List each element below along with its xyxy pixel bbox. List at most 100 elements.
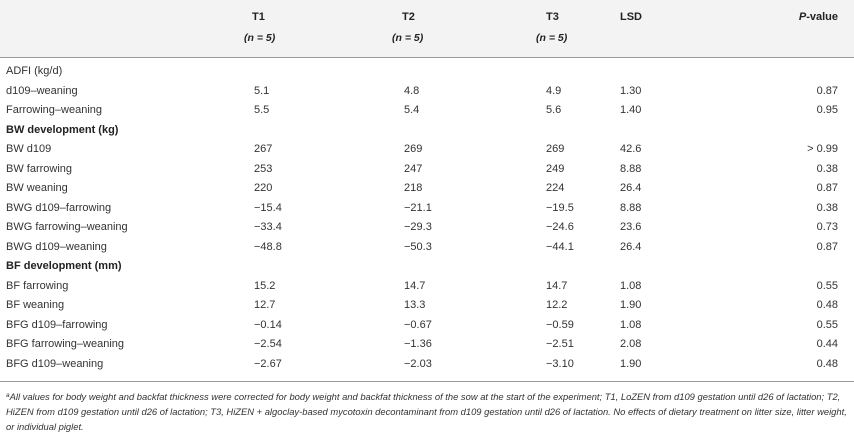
table-row: BW d109 267 269 269 42.6 > 0.99 [0, 140, 854, 160]
cell-lsd: 1.90 [620, 357, 642, 370]
cell-t1: −2.67 [254, 357, 282, 370]
cell-lsd: 1.08 [620, 279, 642, 292]
cell-p: 0.55 [816, 279, 838, 292]
cell-p: > 0.99 [807, 143, 838, 155]
header-n-t1: (n = 5) [244, 32, 276, 44]
results-table: T1 T2 T3 LSD P-value (n = 5) (n = 5) (n … [0, 0, 854, 370]
cell-t1: 5.1 [254, 84, 270, 97]
cell-lsd: 1.40 [620, 104, 642, 116]
section-row: BW development (kg) [0, 121, 854, 141]
cell-t3: 14.7 [546, 279, 568, 292]
header-p-italic: P [798, 11, 807, 23]
cell-lsd: 26.4 [620, 240, 642, 253]
row-label: ADFI (kg/d) [6, 65, 63, 77]
header-t3: T3 [546, 11, 559, 23]
cell-p: 0.38 [816, 201, 838, 214]
row-label: d109–weaning [6, 84, 78, 97]
cell-t3: 224 [546, 182, 565, 194]
cell-lsd: 2.08 [620, 338, 642, 350]
cell-t2: −29.3 [404, 221, 432, 233]
cell-t3: −2.51 [546, 338, 574, 350]
row-label: BWG d109–farrowing [6, 201, 112, 214]
table-row: BF weaning 12.7 13.3 12.2 1.90 0.48 [0, 296, 854, 316]
table-row: ADFI (kg/d) [0, 62, 854, 82]
header-n-row: (n = 5) (n = 5) (n = 5) [0, 30, 854, 50]
cell-lsd: 8.88 [620, 162, 642, 175]
cell-lsd: 26.4 [620, 182, 642, 194]
row-label: BW farrowing [6, 162, 73, 175]
cell-t3: −3.10 [546, 357, 574, 370]
cell-lsd: 1.08 [620, 318, 642, 331]
row-label: Farrowing–weaning [6, 104, 102, 116]
table-row: BFG d109–farrowing −0.14 −0.67 −0.59 1.0… [0, 316, 854, 336]
footnote-text: All values for body weight and backfat t… [6, 391, 847, 432]
cell-p: 0.87 [816, 240, 838, 253]
cell-t2: −0.67 [404, 318, 432, 331]
row-label: BF weaning [6, 299, 65, 311]
header-n-t2: (n = 5) [392, 32, 424, 44]
header-rule [0, 57, 854, 58]
table-row: d109–weaning 5.1 4.8 4.9 1.30 0.87 [0, 82, 854, 102]
row-label: BWG d109–weaning [6, 240, 107, 253]
cell-p: 0.44 [816, 338, 838, 350]
cell-t1: 253 [254, 162, 273, 175]
cell-p: 0.87 [816, 182, 838, 194]
cell-t2: 5.4 [404, 104, 420, 116]
cell-t3: 5.6 [546, 104, 562, 116]
cell-p: 0.95 [816, 104, 838, 116]
cell-t3: −24.6 [546, 221, 574, 233]
table-row: BFG farrowing–weaning −2.54 −1.36 −2.51 … [0, 335, 854, 355]
cell-t2: −2.03 [404, 357, 432, 370]
table-row: BWG d109–weaning −48.8 −50.3 −44.1 26.4 … [0, 238, 854, 258]
cell-t3: −0.59 [546, 318, 574, 331]
cell-p: 0.48 [816, 357, 838, 370]
cell-t1: 267 [254, 143, 273, 155]
row-label: BWG farrowing–weaning [6, 221, 128, 233]
cell-t2: 269 [404, 143, 423, 155]
table-row: Farrowing–weaning 5.5 5.4 5.6 1.40 0.95 [0, 101, 854, 121]
cell-t1: −15.4 [254, 201, 282, 214]
table-row: BW weaning 220 218 224 26.4 0.87 [0, 179, 854, 199]
cell-t1: −0.14 [254, 318, 282, 331]
cell-t2: −21.1 [404, 201, 432, 214]
row-label: BW weaning [6, 182, 68, 194]
cell-t1: 5.5 [254, 104, 270, 116]
cell-p: 0.87 [816, 84, 838, 97]
header-blank [0, 0, 160, 30]
cell-t2: −1.36 [404, 338, 432, 350]
cell-t1: 15.2 [254, 279, 276, 292]
cell-t3: 12.2 [546, 299, 568, 311]
cell-p: 0.55 [816, 318, 838, 331]
cell-t3: −19.5 [546, 201, 574, 214]
cell-t3: 249 [546, 162, 565, 175]
cell-t3: 4.9 [546, 84, 562, 97]
cell-p: 0.48 [816, 299, 838, 311]
cell-t2: −50.3 [404, 240, 432, 253]
section-label: BF development (mm) [6, 260, 122, 272]
footer-rule [0, 381, 854, 382]
cell-t1: 12.7 [254, 299, 276, 311]
header-n-t3: (n = 5) [536, 32, 568, 44]
cell-lsd: 1.30 [620, 84, 642, 97]
header-lsd: LSD [620, 11, 642, 23]
cell-t1: 220 [254, 182, 273, 194]
header-t2: T2 [402, 11, 415, 23]
header-t1: T1 [252, 11, 265, 23]
cell-lsd: 1.90 [620, 299, 642, 311]
header-p-rest: -value [806, 11, 838, 23]
row-label: BFG d109–weaning [6, 357, 104, 370]
cell-t1: −2.54 [254, 338, 282, 350]
section-label: BW development (kg) [6, 123, 119, 136]
header-p-value: P-value [702, 0, 854, 30]
cell-lsd: 8.88 [620, 201, 642, 214]
section-row: BF development (mm) [0, 257, 854, 277]
cell-p: 0.38 [816, 162, 838, 175]
table-row: BWG d109–farrowing −15.4 −21.1 −19.5 8.8… [0, 199, 854, 219]
cell-t1: −48.8 [254, 240, 282, 253]
cell-t3: −44.1 [546, 240, 574, 253]
cell-t2: 4.8 [404, 84, 420, 97]
row-label: BF farrowing [6, 279, 69, 292]
table-row: BF farrowing 15.2 14.7 14.7 1.08 0.55 [0, 277, 854, 297]
table-row: BW farrowing 253 247 249 8.88 0.38 [0, 160, 854, 180]
